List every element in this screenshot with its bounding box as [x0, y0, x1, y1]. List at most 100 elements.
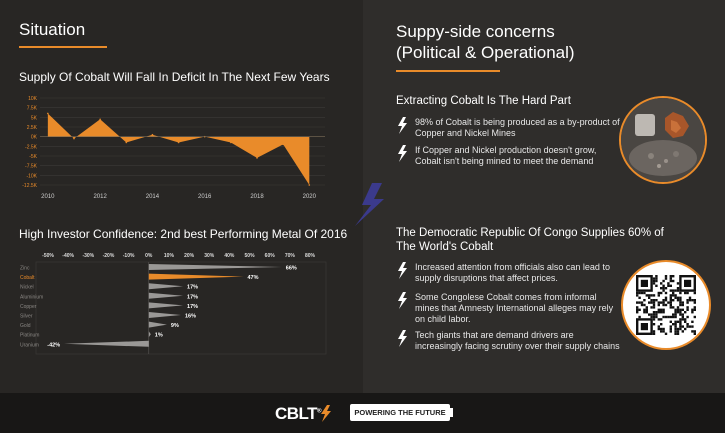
qr-module: [657, 325, 660, 328]
section1-bullet-1: 98% of Cobalt is being produced as a by-…: [415, 117, 620, 138]
x-tick-label: -10%: [123, 253, 135, 259]
situation-underline: [19, 46, 107, 48]
qr-module: [667, 282, 670, 285]
bolt-icon: [398, 292, 407, 309]
qr-module: [679, 311, 682, 314]
right-title-line2: (Political & Operational): [396, 43, 575, 62]
qr-module: [650, 301, 653, 304]
x-tick-label: 2010: [41, 194, 55, 200]
qr-module: [648, 313, 651, 316]
qr-code-icon[interactable]: [621, 260, 711, 350]
qr-module: [679, 325, 682, 328]
qr-module: [686, 315, 689, 319]
value-label: 1%: [155, 333, 163, 339]
qr-module: [676, 287, 680, 290]
qr-module: [650, 315, 653, 319]
qr-module: [662, 299, 665, 302]
qr-module: [681, 318, 684, 321]
qr-module: [691, 320, 694, 323]
deficit-area: [47, 113, 310, 185]
y-tick-label: 10K: [28, 96, 38, 102]
qr-module: [650, 306, 653, 309]
value-label: 16%: [185, 314, 196, 320]
x-tick-label: -40%: [62, 253, 74, 259]
qr-module: [669, 303, 672, 307]
qr-module: [681, 325, 684, 328]
qr-module: [676, 330, 680, 333]
qr-module: [662, 308, 665, 311]
qr-module: [693, 330, 696, 333]
category-label: Nickel: [20, 285, 34, 291]
qr-module: [693, 299, 696, 302]
data-point: [99, 118, 101, 121]
qr-module: [655, 279, 658, 283]
qr-module: [652, 279, 656, 283]
data-point: [73, 137, 75, 140]
qr-module: [669, 277, 672, 280]
y-tick-label: 7.5K: [27, 106, 38, 112]
qr-module: [652, 313, 656, 316]
qr-module: [676, 308, 680, 311]
y-tick-label: -2.5K: [25, 144, 38, 150]
qr-module: [693, 301, 696, 304]
data-point: [282, 143, 284, 146]
qr-module: [691, 330, 694, 333]
qr-module: [679, 320, 682, 323]
qr-module: [672, 291, 675, 295]
qr-module: [643, 303, 646, 307]
qr-module: [674, 327, 677, 331]
qr-module: [669, 320, 672, 323]
y-tick-label: 0K: [31, 135, 38, 141]
qr-module: [669, 325, 672, 328]
qr-module: [638, 296, 641, 299]
qr-module: [669, 301, 672, 304]
qr-module: [636, 311, 639, 314]
x-tick-label: 50%: [245, 253, 256, 259]
qr-module: [652, 282, 656, 285]
qr-module: [691, 299, 694, 302]
qr-module: [686, 323, 689, 326]
qr-module: [686, 299, 689, 302]
qr-module: [667, 284, 670, 287]
right-title-underline: [396, 70, 500, 72]
qr-module: [657, 294, 660, 297]
qr-module: [638, 301, 641, 304]
qr-module: [686, 325, 689, 328]
x-tick-label: 2014: [146, 194, 160, 200]
qr-module: [643, 299, 646, 302]
qr-module: [674, 296, 677, 299]
section2-bullet-1: Increased attention from officials also …: [415, 262, 610, 283]
metal-bar: [148, 283, 184, 290]
metal-bar: [148, 321, 167, 328]
qr-module: [657, 301, 660, 304]
qr-module: [672, 275, 675, 278]
qr-module: [664, 277, 668, 280]
metal-bar: [148, 273, 244, 280]
x-tick-label: 0%: [145, 253, 153, 259]
qr-module: [669, 275, 672, 278]
qr-module: [669, 294, 672, 297]
category-label: Cobalt: [20, 275, 35, 281]
qr-module: [652, 318, 656, 321]
qr-module: [655, 313, 658, 316]
qr-module: [686, 308, 689, 311]
qr-module: [660, 323, 663, 326]
qr-module: [664, 287, 668, 290]
qr-module: [657, 303, 660, 307]
qr-module: [655, 284, 658, 287]
qr-module: [688, 299, 692, 302]
qr-module: [684, 320, 687, 323]
qr-module: [652, 332, 656, 335]
qr-module: [664, 303, 668, 307]
qr-module: [652, 294, 656, 297]
qr-module: [674, 332, 677, 335]
qr-module: [693, 308, 696, 311]
qr-module: [679, 308, 682, 311]
qr-module: [693, 315, 696, 319]
qr-module: [657, 308, 660, 311]
qr-module: [676, 327, 680, 331]
category-label: Silver: [20, 314, 33, 320]
qr-module: [643, 308, 646, 311]
